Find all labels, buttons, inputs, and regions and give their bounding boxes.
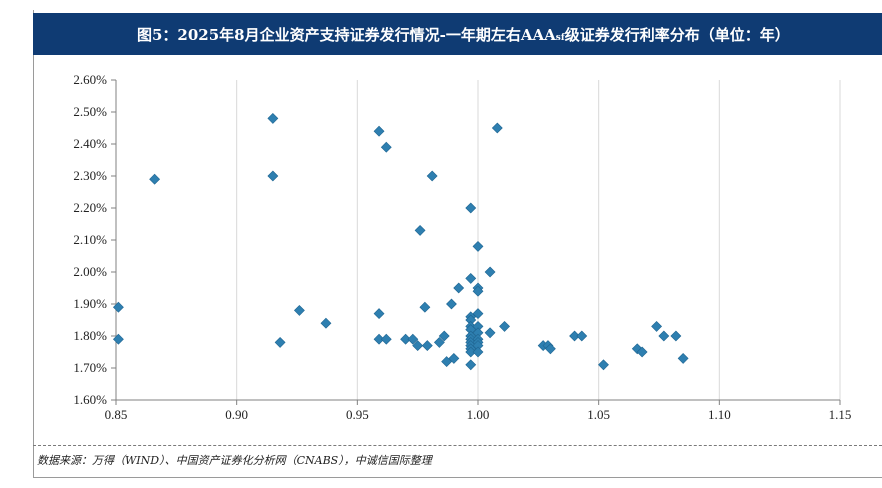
y-tick-labels: 1.60% 1.70% 1.80% 1.90% 2.00% 2.10% 2.20% 2.30%…	[73, 72, 107, 407]
data-point	[149, 173, 161, 185]
data-point	[448, 352, 460, 364]
data-point	[544, 343, 556, 355]
y-tick-label: 2.20%	[73, 200, 107, 215]
data-point	[320, 317, 332, 329]
y-tick-label: 2.10%	[73, 232, 107, 247]
data-point	[472, 285, 484, 297]
x-tick-label: 1.15	[829, 407, 852, 422]
data-point	[598, 359, 609, 371]
data-point	[441, 356, 453, 368]
data-point	[472, 240, 484, 252]
data-point	[112, 333, 124, 345]
figure-frame	[33, 10, 882, 478]
data-point	[465, 202, 477, 214]
y-tick-label: 1.70%	[73, 360, 107, 375]
data-point	[484, 266, 496, 278]
data-point	[499, 320, 510, 332]
data-point	[651, 320, 663, 332]
y-tick-label: 1.80%	[73, 328, 107, 343]
chart-title-rest: 级证券发行利率分布（单位：年）	[564, 25, 790, 44]
data-point	[576, 330, 588, 342]
x-tick-label: 0.85	[105, 407, 128, 422]
y-tick-label: 2.30%	[73, 168, 107, 183]
chart-title: 图5：2025年8月企业资产支持证券发行情况-一年期左右AAA sf 级证券发行利率…	[33, 13, 882, 55]
data-point	[658, 330, 670, 342]
data-point	[453, 282, 465, 294]
data-point	[407, 333, 419, 345]
data-point	[421, 340, 433, 352]
data-point	[267, 170, 279, 182]
x-tick-labels: 0.85 0.90 0.95 1.00 1.05 1.10 1.15	[105, 407, 852, 422]
data-point	[373, 125, 385, 137]
data-point	[465, 346, 477, 358]
data-point	[636, 346, 648, 358]
data-point	[484, 327, 496, 339]
chart-title-main: 图5：2025年8月企业资产支持证券发行情况-一年期左右AAA	[137, 25, 556, 44]
x-tick-label: 1.10	[708, 407, 731, 422]
data-point	[670, 330, 682, 342]
x-tick-label: 1.05	[587, 407, 610, 422]
y-tick-label: 1.60%	[73, 392, 107, 407]
y-tick-label: 2.50%	[73, 104, 107, 119]
data-point	[380, 141, 392, 153]
data-point	[472, 308, 484, 320]
source-note: 数据来源：万得（WIND）、中国资产证券化分析网（CNABS），中诚信国际整理	[37, 454, 432, 467]
data-point	[380, 333, 392, 345]
data-point	[419, 301, 431, 313]
data-point	[426, 170, 438, 182]
y-tick-label: 1.90%	[73, 296, 107, 311]
data-point	[373, 308, 385, 320]
data-point	[433, 336, 445, 348]
data-point	[446, 298, 457, 310]
chart-title-subscript: sf	[555, 33, 565, 43]
data-point	[465, 359, 477, 371]
data-point	[112, 301, 124, 313]
x-tick-label: 0.95	[346, 407, 369, 422]
data-point	[677, 352, 689, 364]
source-divider	[33, 445, 882, 446]
data-point	[267, 112, 279, 124]
data-point	[491, 122, 503, 134]
data-point	[412, 340, 424, 352]
grid-lines	[236, 80, 841, 400]
data-point	[472, 346, 484, 358]
x-tick-label: 1.00	[467, 407, 490, 422]
data-point	[274, 336, 286, 348]
axes	[111, 79, 841, 405]
x-tick-label: 0.90	[225, 407, 248, 422]
data-point	[569, 330, 580, 342]
data-points	[112, 112, 689, 371]
y-tick-label: 2.60%	[73, 72, 107, 87]
data-point	[438, 330, 450, 342]
data-point	[373, 333, 385, 345]
data-point	[400, 333, 412, 345]
data-point	[293, 304, 305, 316]
data-point	[414, 224, 426, 236]
data-point	[465, 272, 477, 284]
y-tick-label: 2.00%	[73, 264, 107, 279]
y-tick-label: 2.40%	[73, 136, 107, 151]
